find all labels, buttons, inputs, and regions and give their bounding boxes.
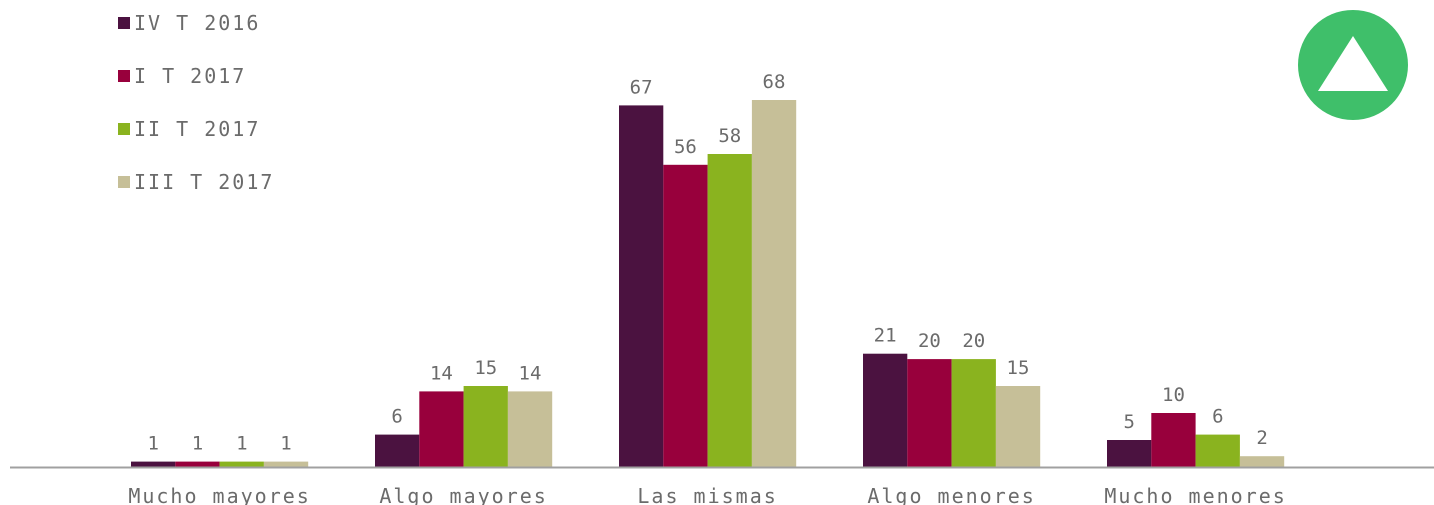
- bar-value-label: 15: [1007, 357, 1030, 379]
- bar-2-2: [419, 391, 464, 467]
- bar-value-label: 20: [918, 330, 941, 352]
- bar-1-3: [619, 105, 664, 468]
- bar-1-2: [375, 434, 420, 467]
- bar-value-label: 2: [1256, 427, 1267, 449]
- bar-value-label: 6: [1212, 406, 1223, 428]
- bar-4-5: [1239, 456, 1285, 467]
- legend-item-ii-t-2017: II T 2017: [118, 116, 274, 142]
- bar-3-2: [463, 386, 508, 467]
- legend-swatch: [118, 70, 130, 82]
- bar-value-label: 20: [962, 330, 985, 352]
- bar-4-1: [263, 461, 309, 467]
- bar-value-label: 5: [1123, 411, 1134, 433]
- bar-value-label: 1: [192, 433, 203, 455]
- bar-1-5: [1107, 440, 1152, 467]
- legend-swatch: [118, 123, 130, 135]
- bar-value-label: 15: [474, 357, 497, 379]
- bar-value-label: 56: [674, 136, 697, 158]
- legend-item-iii-t-2017: III T 2017: [118, 169, 274, 195]
- legend-item-iv-t-2016: IV T 2016: [118, 10, 274, 36]
- bar-value-label: 58: [718, 125, 741, 147]
- bar-3-4: [951, 359, 996, 467]
- bar-value-label: 1: [147, 433, 158, 455]
- legend-swatch: [118, 17, 130, 29]
- bar-2-1: [175, 461, 220, 467]
- bar-4-2: [507, 391, 553, 467]
- bar-3-5: [1195, 434, 1240, 467]
- legend-label: II T 2017: [134, 117, 261, 141]
- chart-legend: IV T 2016 I T 2017 II T 2017 III T 2017: [118, 10, 274, 222]
- legend-label: IV T 2016: [134, 11, 261, 35]
- category-label: Mucho mayores: [128, 484, 311, 505]
- legend-label: I T 2017: [134, 64, 247, 88]
- legend-label: III T 2017: [134, 170, 275, 194]
- bar-value-label: 67: [630, 76, 653, 98]
- bar-4-4: [995, 386, 1041, 467]
- category-label: Mucho menores: [1104, 484, 1287, 505]
- legend-swatch: [118, 176, 130, 188]
- up-triangle-icon: [1318, 36, 1388, 91]
- legend-item-i-t-2017: I T 2017: [118, 63, 274, 89]
- bar-2-3: [663, 164, 708, 468]
- bar-3-3: [707, 154, 752, 467]
- bar-2-4: [907, 359, 952, 467]
- bar-value-label: 1: [280, 433, 291, 455]
- bar-2-5: [1151, 413, 1196, 467]
- bar-value-label: 10: [1162, 384, 1185, 406]
- bar-value-label: 21: [874, 325, 897, 347]
- category-label: Algo menores: [867, 484, 1036, 505]
- category-label: Algo mayores: [379, 484, 548, 505]
- bar-value-label: 68: [763, 71, 786, 93]
- bar-value-label: 6: [391, 406, 402, 428]
- bar-value-label: 14: [430, 362, 453, 384]
- bar-1-1: [131, 461, 176, 467]
- bar-1-4: [863, 353, 908, 467]
- bar-value-label: 1: [236, 433, 247, 455]
- bar-4-3: [751, 100, 797, 467]
- bar-value-label: 14: [519, 362, 542, 384]
- category-label: Las mismas: [637, 484, 777, 505]
- bar-3-1: [219, 461, 264, 467]
- trend-indicator-badge: [1298, 10, 1408, 120]
